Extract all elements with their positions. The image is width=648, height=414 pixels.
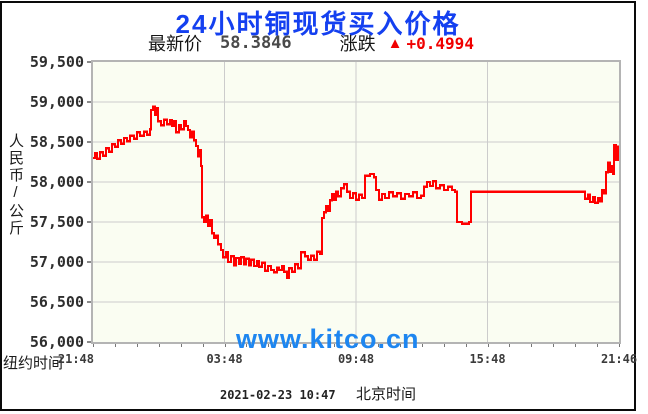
hour-tick xyxy=(553,344,554,347)
y-axis-label: 57,500 xyxy=(29,213,84,231)
y-axis-unit-label: 人民币/公斤 xyxy=(7,133,24,237)
change-value: +0.4994 xyxy=(406,33,474,53)
hour-tick xyxy=(137,344,138,347)
plot-area xyxy=(91,60,621,344)
price-line-chart xyxy=(93,62,621,342)
hour-tick xyxy=(203,344,204,347)
up-arrow-icon: ▲ xyxy=(387,34,403,52)
y-axis-tick xyxy=(87,221,92,223)
hour-tick xyxy=(400,344,401,347)
hour-tick xyxy=(312,344,313,347)
latest-price-value: 58.3846 xyxy=(220,33,292,53)
hour-tick xyxy=(619,344,620,347)
hour-tick xyxy=(466,344,467,347)
hour-tick xyxy=(422,344,423,347)
date-value: 2021-02-23 10:47 xyxy=(219,388,336,402)
hour-tick xyxy=(509,344,510,347)
y-axis-label: 58,500 xyxy=(29,133,84,151)
chart-title: 24小时铜现货买入价格 xyxy=(175,9,461,39)
hour-tick xyxy=(356,344,357,347)
kitco-watermark: www.kitco.cn xyxy=(236,324,420,354)
hour-tick xyxy=(575,344,576,347)
hour-tick xyxy=(93,344,94,347)
y-axis-tick xyxy=(87,61,92,63)
hour-tick xyxy=(531,344,532,347)
y-axis-label: 57,000 xyxy=(29,253,84,271)
latest-price-row: 最新价 58.3846 涨跌 ▲ +0.4994 xyxy=(148,33,474,54)
change-label: 涨跌 xyxy=(339,34,376,54)
hour-tick xyxy=(181,344,182,347)
hour-tick xyxy=(334,344,335,347)
x-axis-label: 03:48 xyxy=(206,352,243,366)
y-axis-label: 58,000 xyxy=(29,173,84,191)
y-axis-label: 56,000 xyxy=(29,333,84,351)
hour-tick xyxy=(378,344,379,347)
latest-price-label: 最新价 xyxy=(148,34,202,54)
ny-timezone-label: 纽约时间 xyxy=(3,355,64,372)
y-axis-tick xyxy=(87,341,92,343)
hour-tick xyxy=(268,344,269,347)
hour-tick xyxy=(246,344,247,347)
beijing-timezone-label: 北京时间 xyxy=(356,386,417,403)
price-line xyxy=(93,105,621,280)
y-axis-tick xyxy=(87,181,92,183)
beijing-time-row: 2021-02-23 10:47 北京时间 xyxy=(0,383,636,404)
x-axis-label: 21:46 xyxy=(600,352,638,366)
y-axis-label: 59,000 xyxy=(29,93,84,111)
hour-tick xyxy=(290,344,291,347)
y-axis-label: 59,500 xyxy=(29,53,84,71)
chart-outer-frame xyxy=(0,1,636,411)
hour-tick xyxy=(115,344,116,347)
hour-tick xyxy=(444,344,445,347)
y-axis-tick xyxy=(87,301,92,303)
hour-tick xyxy=(225,344,226,347)
y-axis-tick xyxy=(87,261,92,263)
x-axis-label: 21:48 xyxy=(57,352,94,366)
hour-tick xyxy=(488,344,489,347)
x-axis-label: 15:48 xyxy=(469,352,506,366)
y-axis-tick xyxy=(87,141,92,143)
y-axis-label: 56,500 xyxy=(29,293,84,311)
hour-tick xyxy=(159,344,160,347)
x-axis-label: 09:48 xyxy=(337,352,375,366)
y-axis-tick xyxy=(87,101,92,103)
hour-tick xyxy=(597,344,598,347)
